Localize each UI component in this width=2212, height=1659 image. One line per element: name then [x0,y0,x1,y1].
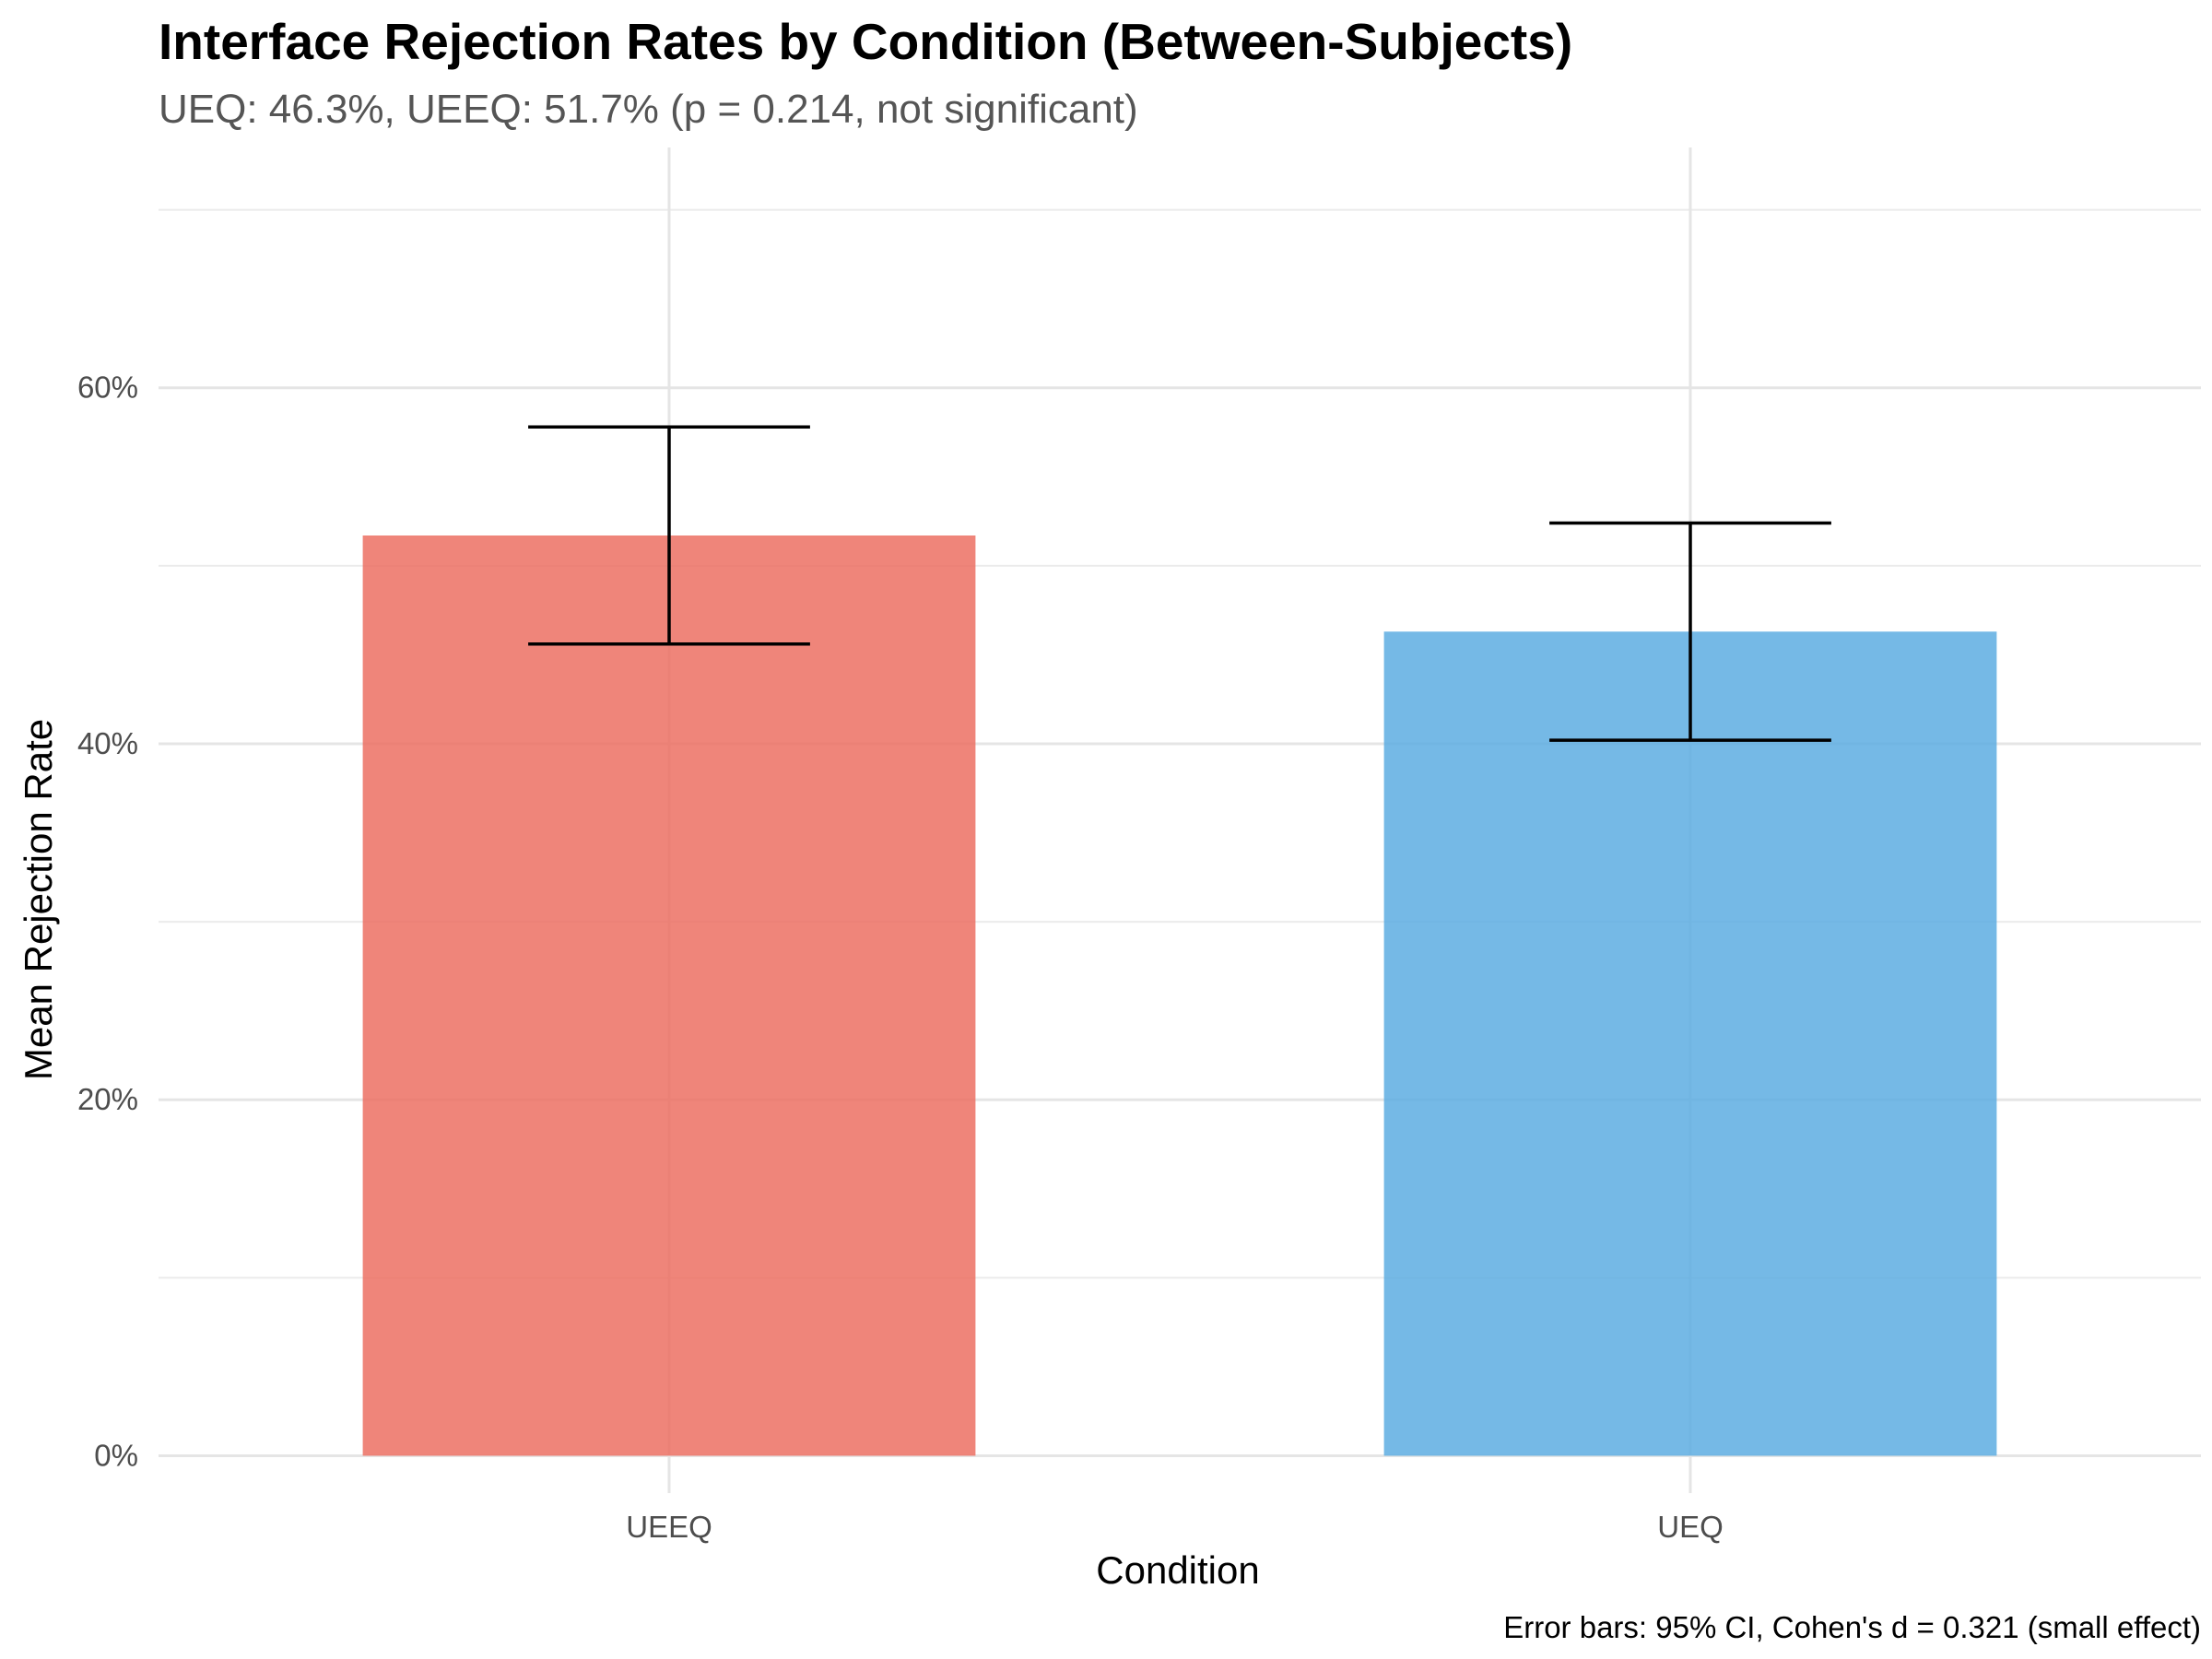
y-tick-label: 60% [77,371,138,405]
y-tick-label: 0% [94,1438,138,1472]
y-axis-title: Mean Rejection Rate [17,719,60,1080]
y-tick-label: 20% [77,1082,138,1116]
x-tick-label: UEQ [1657,1510,1724,1544]
x-tick-label: UEEQ [626,1510,712,1544]
bar-ueq [1383,631,1997,1456]
chart-subtitle: UEQ: 46.3%, UEEQ: 51.7% (p = 0.214, not … [159,87,1138,132]
y-tick-label: 40% [77,726,138,760]
x-axis-title: Condition [1096,1548,1259,1592]
bar-ueeq [362,535,976,1456]
y-axis-ticks: 0% 20% 40% 60% [77,371,138,1473]
bars [362,535,1997,1456]
error-bars [528,425,1831,742]
x-axis-ticks: UEEQ UEQ [626,1510,1724,1544]
error-bar-ueeq [528,425,810,646]
chart-caption: Error bars: 95% CI, Cohen's d = 0.321 (s… [1503,1610,2201,1644]
chart-title: Interface Rejection Rates by Condition (… [159,13,1572,70]
error-bar-ueq [1549,521,1831,742]
